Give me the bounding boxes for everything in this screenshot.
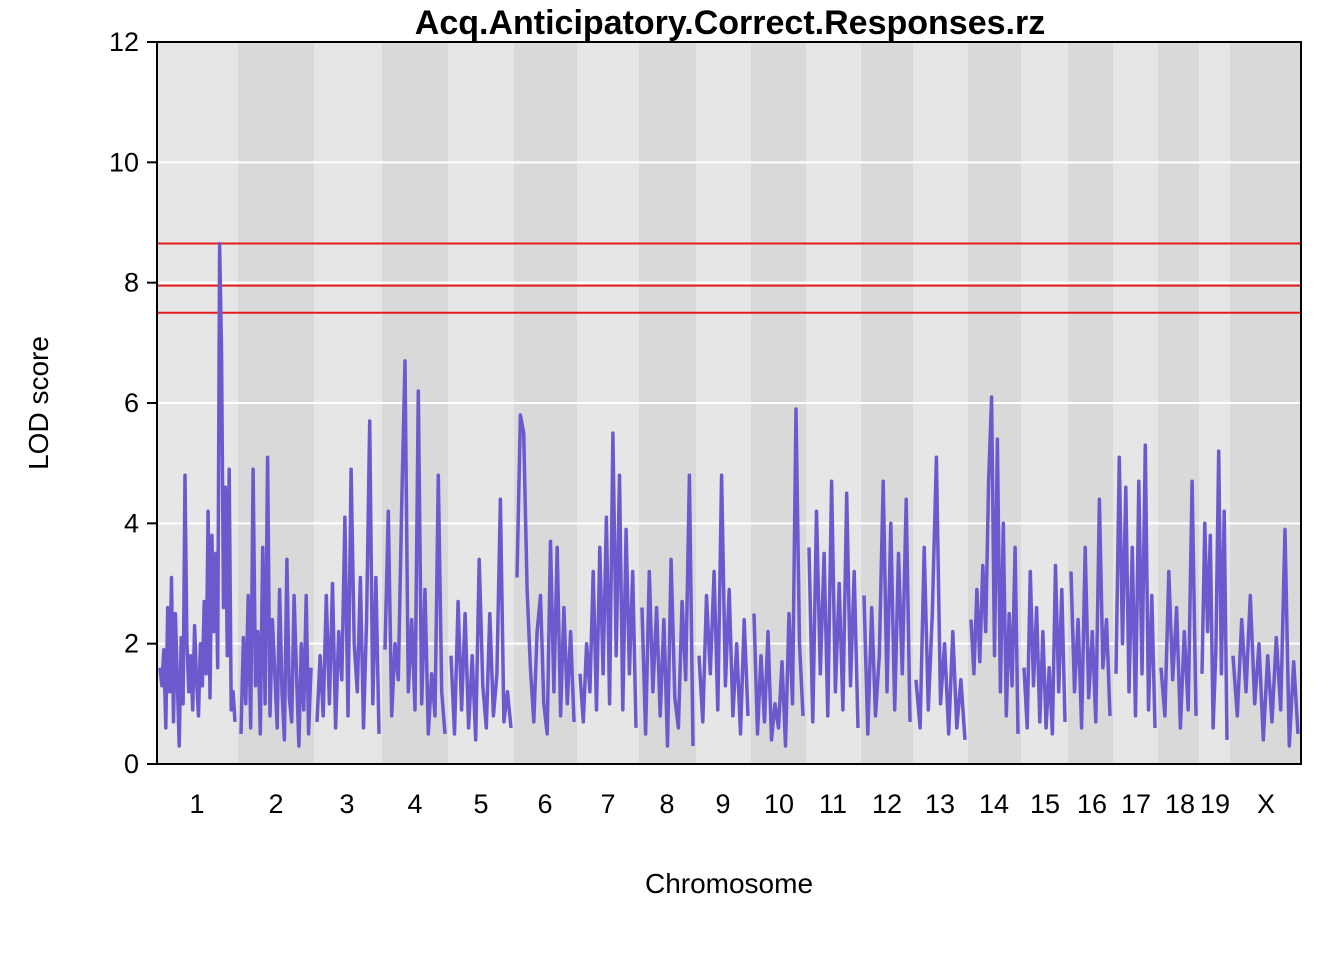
chart-title: Acq.Anticipatory.Correct.Responses.rz <box>415 4 1045 42</box>
lod-trace-chr-8 <box>640 473 695 748</box>
lod-trace-chr-5 <box>449 497 513 742</box>
lod-trace-chr-2 <box>239 455 313 748</box>
x-axis-label: Chromosome <box>645 868 813 899</box>
y-tick-label: 10 <box>109 147 139 177</box>
threshold-lines <box>157 242 1301 314</box>
lod-trace-chr-11 <box>807 479 860 728</box>
x-axis: 1 2 3 4 5 6 7 8 9 10 11 12 13 14 15 16 17 18 19 X <box>189 789 1275 819</box>
x-tick-label-14: 14 <box>979 789 1009 819</box>
y-tick-label: 2 <box>124 629 139 659</box>
lod-trace-chr-17 <box>1114 443 1157 728</box>
x-tick-label-2: 2 <box>268 789 283 819</box>
lod-trace-chr-14 <box>969 395 1020 734</box>
lod-trace-chr-6 <box>515 413 576 736</box>
x-tick-label-7: 7 <box>600 789 615 819</box>
lod-trace-chr-16 <box>1069 497 1112 730</box>
x-tick-label-9: 9 <box>715 789 730 819</box>
lod-trace-chr-X <box>1231 527 1300 748</box>
x-tick-label-11: 11 <box>819 789 847 819</box>
y-tick-label: 4 <box>124 508 139 538</box>
lod-trace-chr-7 <box>578 431 638 728</box>
x-tick-label-X: X <box>1257 789 1275 819</box>
x-tick-label-5: 5 <box>473 789 488 819</box>
lod-trace-chr-13 <box>914 455 967 741</box>
x-tick-label-13: 13 <box>925 789 955 819</box>
lod-series <box>158 241 1300 748</box>
x-tick-label-12: 12 <box>872 789 902 819</box>
x-tick-label-4: 4 <box>407 789 422 819</box>
lod-trace-chr-4 <box>383 359 447 736</box>
y-tick-label: 12 <box>109 27 139 57</box>
y-tick-label: 8 <box>124 268 139 298</box>
x-tick-label-6: 6 <box>537 789 552 819</box>
lod-trace-chr-1 <box>158 241 237 748</box>
lod-trace-chr-18 <box>1159 479 1198 730</box>
lod-trace-chr-10 <box>752 407 805 748</box>
y-tick-label: 0 <box>124 749 139 779</box>
lod-trace-chr-15 <box>1022 563 1067 736</box>
y-axis-label: LOD score <box>23 336 54 470</box>
x-tick-label-18: 18 <box>1165 789 1195 819</box>
x-tick-label-19: 19 <box>1200 789 1230 819</box>
x-tick-label-1: 1 <box>189 789 204 819</box>
x-tick-label-10: 10 <box>764 789 794 819</box>
x-tick-label-8: 8 <box>659 789 674 819</box>
y-tick-label: 6 <box>124 388 139 418</box>
x-tick-label-17: 17 <box>1121 789 1151 819</box>
x-tick-label-15: 15 <box>1030 789 1060 819</box>
lod-trace-chr-19 <box>1200 449 1229 740</box>
y-axis: 0 2 4 6 8 10 12 <box>109 27 158 779</box>
x-tick-label-16: 16 <box>1077 789 1107 819</box>
x-tick-label-3: 3 <box>339 789 354 819</box>
lod-trace-chr-3 <box>315 419 381 734</box>
lod-trace-chr-9 <box>697 473 750 736</box>
lod-trace-chr-12 <box>862 479 912 736</box>
